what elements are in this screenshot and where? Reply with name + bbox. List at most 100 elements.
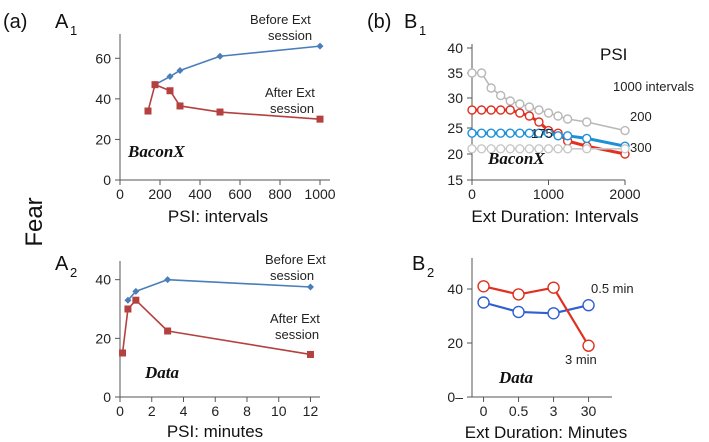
a2-series-1-point-0 (119, 349, 127, 357)
b1-series-0-point-2 (486, 83, 496, 93)
b1-series-2-point-9 (553, 131, 563, 141)
annotation-a2-before-2: session (270, 268, 314, 283)
b1-series-1-point-3 (495, 105, 506, 115)
b1-series-0-line (472, 72, 626, 132)
panel-sub-b2: 2 (427, 265, 434, 280)
annotation-a1-before-1: Before Ext (250, 12, 311, 27)
b1-series-0-point-10 (562, 114, 573, 124)
b1-series-1-point-6 (524, 111, 535, 121)
a2-series-1-point-4 (306, 350, 314, 358)
b1-series-1-point-2 (486, 105, 496, 115)
b1-series-0-point-5 (515, 99, 525, 109)
a2-series-1-point-1 (124, 305, 132, 313)
b1-series-3-point-12 (620, 144, 630, 154)
b2-series-0-point-3 (582, 299, 595, 312)
b1-series-0-point-11 (582, 117, 592, 127)
panel-sub-a2: 2 (70, 265, 77, 280)
axes-b2: 0– 20 40 0 0.5 3 30 (447, 258, 612, 419)
xtick-label-a2-5: 10 (271, 403, 287, 419)
ytick-label-a1-2: 40 (95, 91, 111, 107)
annotation-a1-before-2: session (268, 28, 312, 43)
b1-series-2-point-10 (562, 131, 573, 141)
xtick-label-a1-4: 800 (268, 186, 292, 202)
a1-series-0-point-3 (216, 52, 224, 60)
b2-series-1-point-3 (582, 339, 595, 352)
b1-series-1-point-4 (505, 105, 515, 115)
xlabel-a1: PSI: intervals (168, 207, 268, 226)
b1-series-0-point-3 (495, 90, 506, 101)
b1-series-1-point-7 (534, 117, 544, 127)
b2-series-0-point-1 (512, 305, 525, 319)
b1-series-0-point-1 (476, 68, 487, 78)
b1-series-0-point-12 (620, 125, 630, 136)
xtick-label-b2-2: 3 (550, 403, 558, 419)
b1-series-0-point-8 (543, 108, 554, 118)
a1-series-1-point-2 (166, 87, 174, 95)
ytick-label-b1-0: 15 (447, 172, 463, 188)
panel-a2: A 2 0 20 40 0 2 4 6 8 10 12 Data Before Ext sessi… (55, 252, 326, 441)
b1-series-0-point-7 (534, 105, 544, 115)
panel-sub-b1: 1 (419, 23, 426, 38)
ytick-label-a1-0: 0 (103, 172, 111, 188)
xtick-label-b1-0: 0 (468, 186, 476, 202)
ytick-label-b1-3: 30 (447, 90, 463, 106)
xtick-label-a2-0: 0 (116, 403, 124, 419)
panel-b2: B 2 0– 20 40 0 0.5 3 30 Data 0.5 min 3 min Ext… (412, 253, 634, 442)
b1-series-3-point-8 (543, 144, 554, 154)
b1-series-3-point-1 (476, 144, 487, 154)
a1-series-1-point-1 (151, 81, 159, 89)
ytick-label-b1-5: 40 (447, 40, 463, 56)
xtick-label-a1-0: 0 (116, 186, 124, 202)
xtick-label-b2-1: 0.5 (509, 403, 529, 419)
xtick-label-a1-1: 200 (148, 186, 172, 202)
panel-letter-b2: B (412, 253, 425, 275)
xtick-label-a1-3: 600 (228, 186, 252, 202)
xtick-label-b2-0: 0 (480, 403, 488, 419)
b1-series-2-point-5 (515, 128, 525, 138)
annotation-a2-after-2: session (275, 327, 319, 342)
b1-series-2-point-4 (505, 128, 515, 138)
panel-letter-a1: A (55, 11, 69, 33)
b1-series-3-point-4 (505, 144, 515, 154)
xtick-label-a2-4: 8 (243, 403, 251, 419)
xlabel-b2: Ext Duration: Minutes (465, 423, 628, 442)
b1-series-3-point-11 (582, 144, 592, 154)
a1-series-0-point-2 (176, 66, 184, 74)
annotation-b1-1000: 1000 intervals (613, 79, 694, 94)
a2-series-0-point-1 (132, 287, 140, 295)
panel-prefix-b: (b) (367, 11, 391, 33)
annotation-b1-psi: PSI (600, 45, 627, 64)
fear-label: Fear (21, 197, 48, 246)
xtick-label-a1-2: 400 (188, 186, 212, 202)
xtick-label-a2-6: 12 (303, 403, 319, 419)
xtick-label-a1-5: 1000 (304, 186, 335, 202)
b1-series-2-point-6 (524, 128, 535, 138)
b2-series-1-line (483, 285, 590, 347)
b1-series-3-point-7 (534, 144, 544, 154)
b1-series-2-point-11 (582, 133, 592, 144)
a2-series-0-point-0 (124, 296, 132, 304)
xtick-label-b2-3: 30 (581, 403, 597, 419)
xlabel-a2: PSI: minutes (167, 422, 263, 441)
b1-series-3-point-3 (495, 144, 506, 154)
a2-series-0-point-3 (306, 283, 314, 291)
b1-series-2-point-0 (467, 128, 477, 138)
annotation-b1-300: 300 (630, 140, 652, 155)
b1-series-1-point-1 (476, 105, 487, 115)
a2-series-0-line (127, 278, 311, 301)
xtick-label-a2-2: 4 (180, 403, 188, 419)
a1-series-0-line (154, 45, 321, 86)
tag-a1: BaconX (127, 142, 185, 161)
b1-series-2-point-3 (495, 128, 506, 138)
panel-prefix-a: (a) (3, 11, 27, 33)
annotation-a1-after-2: session (270, 101, 314, 116)
a1-series-1-point-3 (176, 102, 184, 110)
a2-series-0-point-2 (164, 276, 172, 284)
b1-series-2-point-7 (534, 128, 544, 138)
b1-series-1-point-0 (467, 105, 477, 115)
a1-series-1-line (147, 83, 321, 120)
ytick-label-a2-1: 20 (95, 330, 111, 346)
b1-series-2-point-8 (543, 128, 554, 138)
